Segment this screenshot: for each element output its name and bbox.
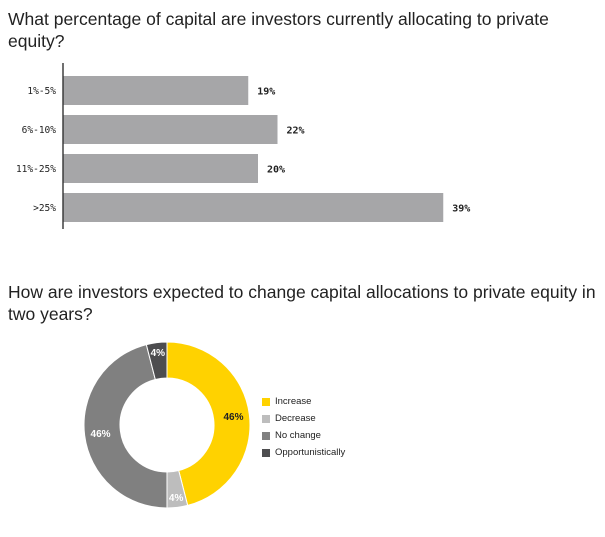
legend-label-decrease: Decrease [275, 413, 316, 424]
bar-11-25 [63, 154, 258, 183]
data-label-1-5: 19% [257, 87, 275, 98]
slice-label-decrease: 4% [169, 493, 184, 504]
data-label-25: 39% [452, 204, 470, 215]
bar-1-5 [63, 76, 249, 105]
tick-label-6-10: 6%-10% [22, 125, 57, 136]
bar-6-10 [63, 115, 278, 144]
legend-swatch-increase [262, 397, 270, 406]
donut-chart-title: How are investors expected to change cap… [8, 282, 596, 324]
legend-item-no-change: No change [262, 427, 345, 444]
legend-swatch-opportunistically [262, 448, 270, 457]
slice-label-increase: 46% [223, 412, 243, 423]
legend-label-opportunistically: Opportunistically [275, 447, 346, 458]
tick-label-11-25: 11%-25% [16, 164, 56, 175]
slice-increase [166, 341, 251, 507]
slice-opportunistically [145, 341, 168, 381]
legend-label-no-change: No change [275, 430, 321, 441]
slice-label-opportunistically: 4% [151, 348, 166, 359]
bar-25 [63, 193, 444, 222]
legend-item-increase: Increase [262, 393, 345, 410]
donut-legend: Increase Decrease No change Opportunisti… [262, 393, 345, 461]
bar-chart: 1%-5% 19% 6%-10% 22% 11%-25% 20% >25% 39% [16, 63, 470, 229]
slice-no-change [83, 343, 168, 509]
legend-item-decrease: Decrease [262, 410, 345, 427]
legend-swatch-no-change [262, 431, 270, 440]
data-label-6-10: 22% [287, 126, 305, 137]
legend-swatch-decrease [262, 414, 270, 423]
legend-item-opportunistically: Opportunistically [262, 444, 345, 461]
tick-label-25: >25% [33, 203, 56, 214]
legend-label-increase: Increase [275, 396, 312, 407]
tick-label-1-5: 1%-5% [27, 86, 56, 97]
slice-label-no-change: 46% [91, 429, 111, 440]
bar-chart-title: What percentage of capital are investors… [8, 9, 549, 51]
donut-chart: 46% 4% 46% 4% [83, 341, 251, 509]
data-label-11-25: 20% [267, 165, 285, 176]
